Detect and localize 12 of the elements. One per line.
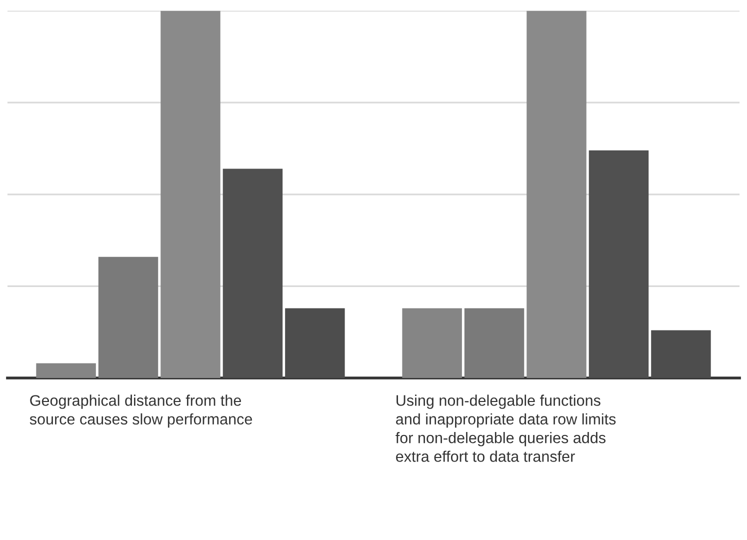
bar — [222, 168, 283, 378]
x-tick-label: Geographical distance from the source causes slow performance — [30, 394, 252, 428]
bar — [36, 363, 96, 378]
bar — [588, 150, 649, 378]
bar — [651, 330, 711, 378]
bar — [285, 308, 345, 378]
bar — [160, 10, 220, 378]
bar — [526, 10, 586, 378]
bar — [98, 256, 158, 378]
x-tick-label: Using non-delegable functions and inappropriate data row limits for non-delegable queries adds extra effort to data transfer — [396, 394, 616, 462]
bar — [464, 308, 524, 378]
bar — [402, 308, 462, 378]
